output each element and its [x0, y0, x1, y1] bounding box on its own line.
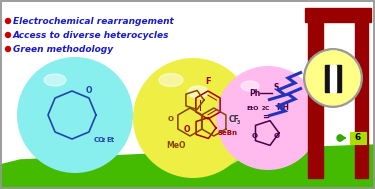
Circle shape [303, 48, 363, 108]
Ellipse shape [188, 86, 208, 98]
Text: CO: CO [94, 137, 105, 143]
Text: EtO: EtO [246, 105, 258, 111]
Text: Electrochemical rearrangement: Electrochemical rearrangement [13, 16, 174, 26]
Polygon shape [330, 50, 336, 62]
Text: Et: Et [106, 137, 114, 143]
Text: SeBn: SeBn [218, 130, 238, 136]
Text: F: F [205, 77, 211, 86]
Text: C: C [265, 105, 270, 111]
Text: 6: 6 [355, 133, 361, 143]
Text: O: O [274, 133, 280, 139]
Circle shape [6, 46, 10, 51]
Text: O: O [252, 133, 258, 139]
Text: Access to diverse heterocycles: Access to diverse heterocycles [13, 30, 170, 40]
Text: 2: 2 [262, 105, 266, 111]
Polygon shape [308, 10, 323, 178]
Polygon shape [325, 65, 330, 92]
Text: Green methodology: Green methodology [13, 44, 113, 53]
Circle shape [133, 58, 253, 178]
Text: 2: 2 [102, 138, 105, 143]
Circle shape [216, 66, 320, 170]
Text: O: O [168, 116, 174, 122]
Text: MeO: MeO [166, 141, 186, 150]
Text: O: O [183, 125, 190, 135]
Circle shape [17, 57, 133, 173]
Polygon shape [0, 145, 375, 189]
Text: 3: 3 [237, 121, 240, 125]
Ellipse shape [44, 74, 66, 86]
Ellipse shape [241, 81, 259, 91]
Text: S: S [273, 84, 278, 92]
Ellipse shape [159, 74, 183, 87]
Polygon shape [355, 10, 368, 178]
Circle shape [6, 33, 10, 37]
Polygon shape [305, 8, 371, 22]
Text: Ph: Ph [249, 88, 260, 98]
Text: NH: NH [276, 104, 289, 112]
Text: =: = [262, 112, 270, 122]
Circle shape [306, 51, 360, 105]
Bar [350, 132, 366, 144]
Circle shape [6, 19, 10, 23]
Circle shape [337, 135, 343, 141]
Circle shape [165, 72, 261, 168]
Polygon shape [336, 65, 341, 92]
Polygon shape [330, 65, 336, 92]
Text: O: O [86, 86, 92, 95]
Text: CF: CF [229, 115, 240, 125]
